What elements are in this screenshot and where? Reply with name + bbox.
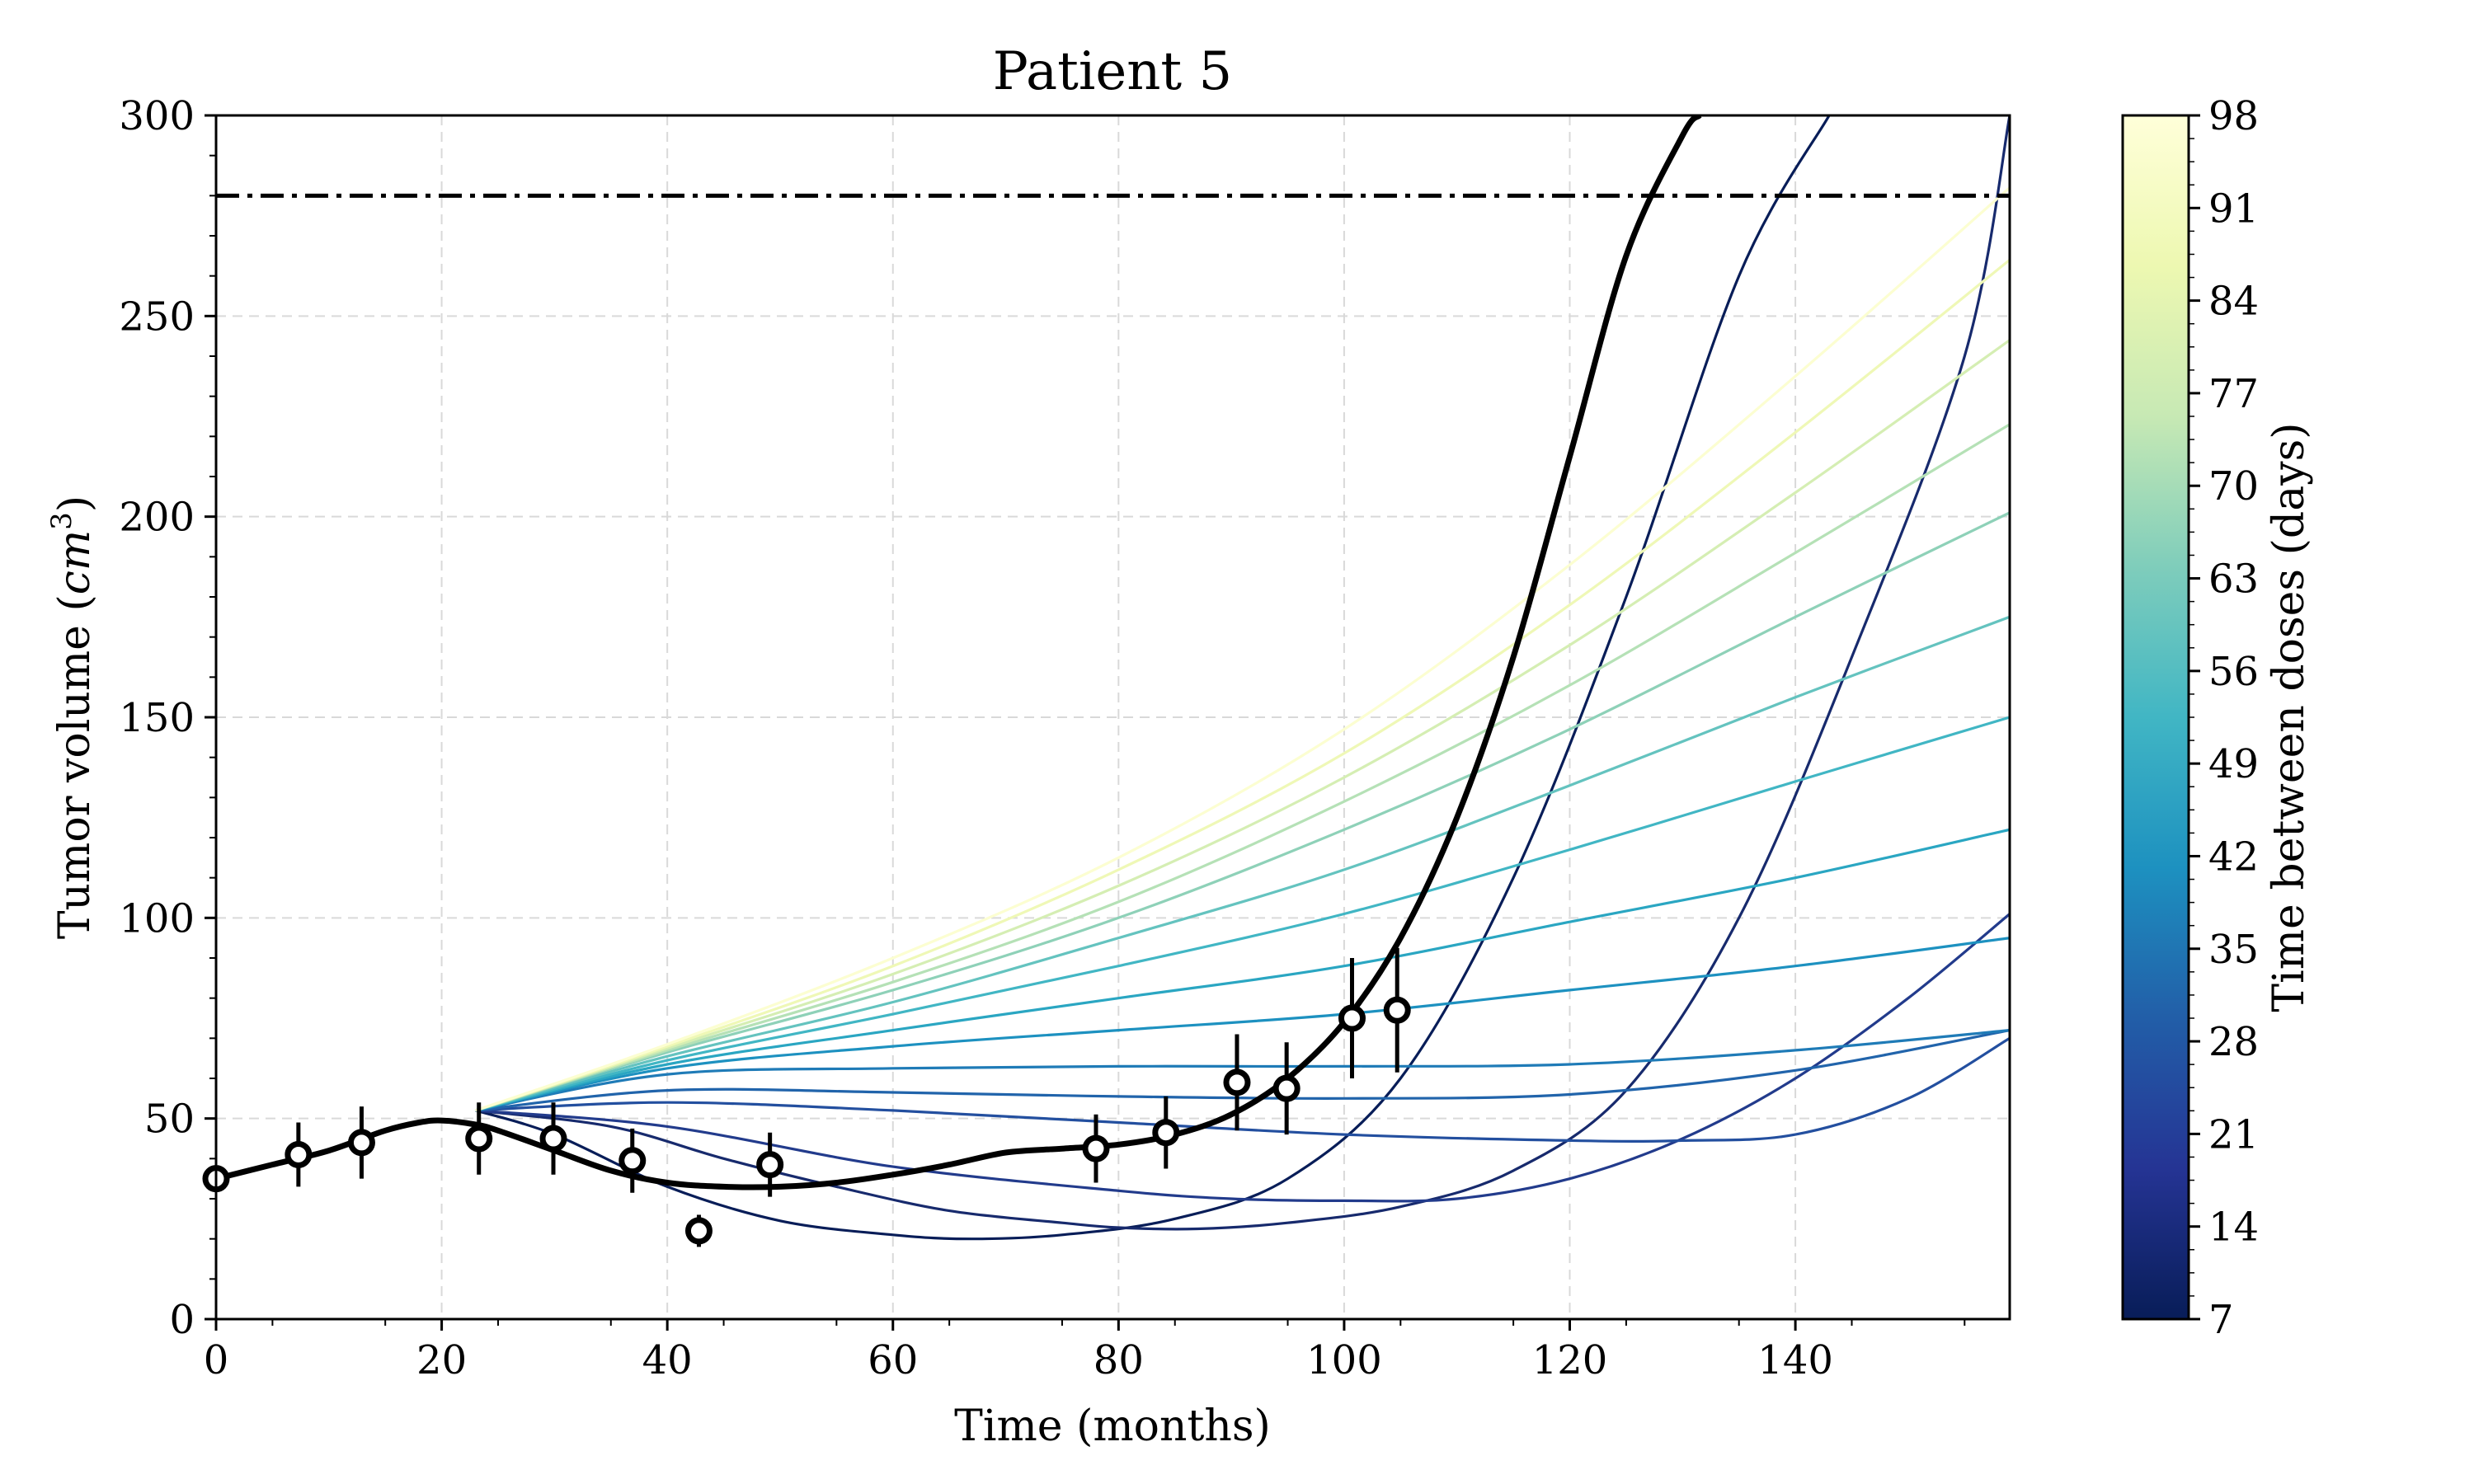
colorbar-tick-label: 7 bbox=[2208, 1297, 2234, 1343]
simulation-curve-84-days bbox=[475, 423, 2010, 1112]
colorbar-tick-label: 56 bbox=[2208, 649, 2259, 695]
simulation-curve-77-days bbox=[475, 511, 2010, 1112]
observation-point bbox=[539, 1102, 567, 1175]
y-tick-label: 200 bbox=[119, 495, 195, 541]
observation-marker bbox=[347, 1129, 375, 1157]
observation-marker bbox=[539, 1125, 567, 1153]
simulation-curve-56-days bbox=[475, 828, 2010, 1112]
simulation-curve-98-days bbox=[475, 258, 2010, 1112]
x-tick-label: 20 bbox=[416, 1337, 467, 1383]
simulation-curve-63-days bbox=[475, 716, 2010, 1112]
observation-point bbox=[1082, 1114, 1110, 1183]
x-tick-label: 120 bbox=[1532, 1337, 1608, 1383]
observation-point bbox=[756, 1132, 784, 1197]
observation-point bbox=[1338, 958, 1366, 1078]
x-axis: 0 20 40 60 80 100 120 140 bbox=[204, 1319, 1966, 1383]
y-tick-label: 50 bbox=[144, 1097, 195, 1143]
simulation-curve-70-days bbox=[475, 615, 2010, 1112]
colorbar-tick-label: 63 bbox=[2208, 556, 2259, 603]
observation-point bbox=[1383, 947, 1411, 1073]
colorbar-tick-label: 98 bbox=[2208, 93, 2259, 139]
observation-marker bbox=[1383, 996, 1411, 1024]
simulation-curve-14-days bbox=[475, 115, 2010, 1231]
x-tick-label: 80 bbox=[1094, 1337, 1144, 1383]
x-tick-label: 0 bbox=[204, 1337, 229, 1383]
x-tick-label: 100 bbox=[1306, 1337, 1382, 1383]
simulation-curve-7-days bbox=[475, 115, 1831, 1241]
observation-marker bbox=[756, 1151, 784, 1179]
chart-title: Patient 5 bbox=[993, 41, 1232, 102]
observation-point bbox=[618, 1128, 647, 1193]
observation-marker bbox=[618, 1147, 647, 1175]
observation-marker bbox=[1338, 1004, 1366, 1032]
observation-point bbox=[347, 1106, 375, 1179]
y-axis: 0 50 100 150 200 250 300 bbox=[119, 93, 216, 1343]
observation-marker bbox=[1223, 1068, 1251, 1097]
colorbar-gradient bbox=[2121, 114, 2190, 1321]
x-axis-label: Time (months) bbox=[954, 1402, 1271, 1451]
simulation-curve-49-days bbox=[475, 937, 2010, 1112]
colorbar-label: Time between doses (days) bbox=[2265, 422, 2314, 1012]
observation-marker bbox=[465, 1125, 493, 1153]
colorbar-tick-label: 21 bbox=[2208, 1111, 2259, 1158]
y-axis-label: Tumor volume (cm3) bbox=[45, 495, 100, 939]
observation-marker bbox=[684, 1217, 713, 1245]
simulation-curve-105-days bbox=[475, 186, 2010, 1112]
observation-point bbox=[1272, 1042, 1300, 1135]
observation-marker bbox=[285, 1140, 313, 1168]
observation-point bbox=[285, 1122, 313, 1187]
fit-curve bbox=[216, 115, 1702, 1190]
observations bbox=[202, 947, 1411, 1247]
colorbar-tick-label: 28 bbox=[2208, 1019, 2259, 1065]
x-tick-label: 140 bbox=[1757, 1337, 1833, 1383]
observation-marker bbox=[1082, 1134, 1110, 1162]
colorbar: 7 14 21 28 35 42 49 56 63 70 77 84 91 98 bbox=[2121, 93, 2259, 1343]
x-tick-label: 60 bbox=[868, 1337, 918, 1383]
colorbar-tick-label: 77 bbox=[2208, 371, 2259, 417]
observation-marker bbox=[1152, 1119, 1180, 1147]
y-tick-label: 300 bbox=[119, 93, 195, 139]
simulation-curve-21-days bbox=[475, 913, 2010, 1203]
y-tick-label: 100 bbox=[119, 895, 195, 942]
observation-marker bbox=[1272, 1074, 1300, 1102]
x-tick-label: 40 bbox=[642, 1337, 693, 1383]
simulation-curve-28-days bbox=[475, 1036, 2010, 1143]
plot-area bbox=[216, 115, 2010, 1241]
colorbar-tick-label: 14 bbox=[2208, 1205, 2259, 1251]
colorbar-tick-label: 42 bbox=[2208, 834, 2259, 880]
y-tick-label: 0 bbox=[169, 1297, 195, 1343]
observation-point bbox=[1223, 1034, 1251, 1131]
observation-point bbox=[684, 1214, 713, 1247]
y-tick-label: 150 bbox=[119, 695, 195, 741]
colorbar-tick-label: 35 bbox=[2208, 927, 2259, 973]
observation-point bbox=[1152, 1096, 1180, 1169]
fit-layer bbox=[216, 115, 1702, 1190]
colorbar-tick-label: 84 bbox=[2208, 279, 2259, 325]
y-tick-label: 250 bbox=[119, 294, 195, 340]
colorbar-tick-label: 91 bbox=[2208, 186, 2259, 232]
simulation-curve-91-days bbox=[475, 339, 2010, 1112]
grid bbox=[216, 115, 2010, 1319]
colorbar-tick-label: 70 bbox=[2208, 463, 2259, 510]
observation-point bbox=[465, 1102, 493, 1175]
colorbar-tick-label: 49 bbox=[2208, 741, 2259, 787]
